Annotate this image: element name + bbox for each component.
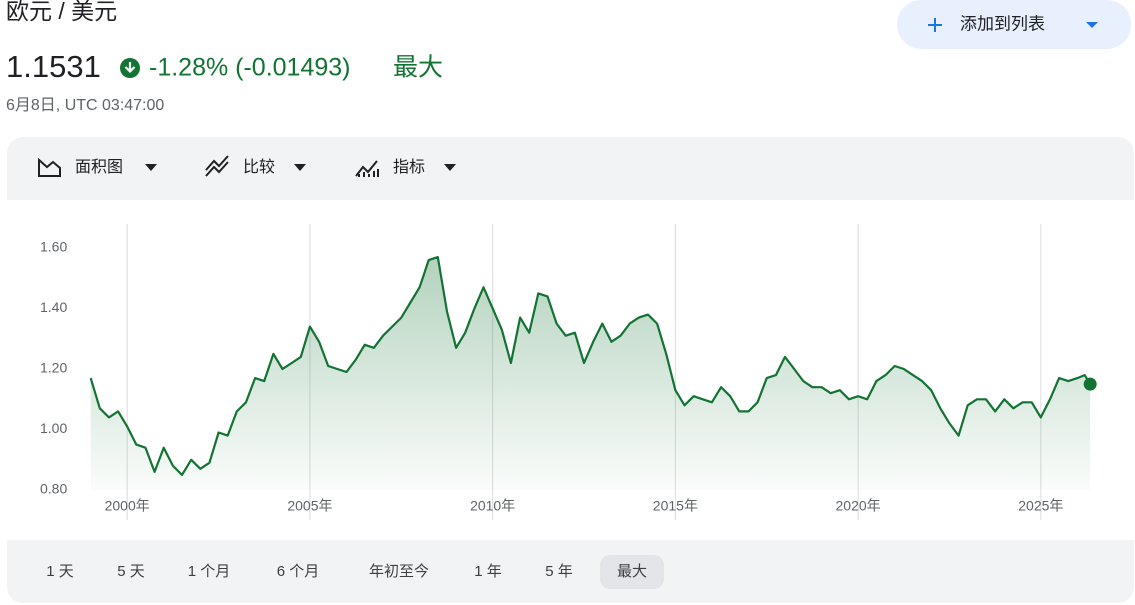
range-option[interactable]: 最大 bbox=[600, 555, 664, 589]
range-label: 1 天 bbox=[46, 563, 74, 580]
y-tick-label: 1.20 bbox=[40, 360, 67, 376]
range-option[interactable]: 年初至今 bbox=[369, 563, 429, 580]
x-tick-label: 2015年 bbox=[653, 498, 698, 514]
selected-pill bbox=[600, 555, 664, 589]
toolbar-label: 比较 bbox=[243, 158, 275, 176]
dropdown-arrow bbox=[145, 164, 157, 171]
compare-icon bbox=[205, 155, 229, 177]
compare-menu[interactable]: 比较 bbox=[205, 155, 306, 177]
plot: 2000年 2005年 2010年 2015年 2020年 2025年 0.80 1.00 1.… bbox=[40, 224, 1097, 520]
down-arrow bbox=[124, 62, 136, 74]
dropdown-arrow bbox=[294, 164, 306, 171]
x-tick-label: 2000年 bbox=[105, 498, 150, 514]
range-option[interactable]: 5 天 bbox=[117, 563, 145, 580]
range-label: 5 天 bbox=[117, 563, 145, 580]
y-tick-label: 0.80 bbox=[40, 481, 67, 497]
area-fill bbox=[90, 257, 1091, 490]
x-tick-label: 2025年 bbox=[1018, 498, 1063, 514]
area-icon bbox=[38, 157, 61, 177]
button-label: 添加到列表 bbox=[960, 14, 1045, 33]
change: -1.28% (-0.01493) bbox=[149, 54, 351, 82]
last-point bbox=[1083, 377, 1097, 391]
indicator-icon bbox=[355, 160, 379, 177]
period-label: 最大 bbox=[393, 54, 443, 82]
area-type-menu[interactable]: 面积图 bbox=[38, 157, 157, 177]
button-bg bbox=[897, 0, 1131, 49]
price-line bbox=[89, 256, 1092, 476]
x-tick-label: 2020年 bbox=[836, 498, 881, 514]
range-label: 5 年 bbox=[545, 563, 573, 580]
plus-icon bbox=[928, 18, 942, 32]
pair-title: 欧元 / 美元 bbox=[6, 0, 117, 24]
range-label: 1 个月 bbox=[188, 563, 231, 580]
dropdown-arrow bbox=[444, 164, 456, 171]
y-tick-label: 1.40 bbox=[40, 299, 67, 315]
range-label: 1 年 bbox=[474, 563, 502, 580]
y-tick-label: 1.60 bbox=[40, 239, 67, 255]
y-tick-label: 1.00 bbox=[40, 420, 67, 436]
dropdown-arrow bbox=[1086, 22, 1098, 28]
range-label: 年初至今 bbox=[369, 563, 429, 580]
range-option[interactable]: 1 个月 bbox=[188, 563, 231, 580]
price: 1.1531 bbox=[6, 49, 101, 84]
add-to-list-button[interactable]: 添加到列表 bbox=[897, 0, 1131, 49]
range-selector: 1 天 5 天 1 个月 6 个月 年初至今 1 年 5 年 最大 bbox=[46, 555, 664, 589]
x-tick-label: 2005年 bbox=[287, 498, 332, 514]
indicator-menu[interactable]: 指标 bbox=[355, 158, 456, 177]
range-label: 6 个月 bbox=[277, 563, 320, 580]
toolbar-label: 指标 bbox=[393, 158, 425, 176]
range-label: 最大 bbox=[617, 563, 647, 580]
range-option[interactable]: 5 年 bbox=[545, 563, 573, 580]
range-option[interactable]: 1 天 bbox=[46, 563, 74, 580]
range-option[interactable]: 1 年 bbox=[474, 563, 502, 580]
timestamp: 6月8日, UTC 03:47:00 bbox=[6, 97, 164, 114]
x-tick-label: 2010年 bbox=[470, 498, 515, 514]
range-option[interactable]: 6 个月 bbox=[277, 563, 320, 580]
toolbar-label: 面积图 bbox=[75, 158, 123, 176]
